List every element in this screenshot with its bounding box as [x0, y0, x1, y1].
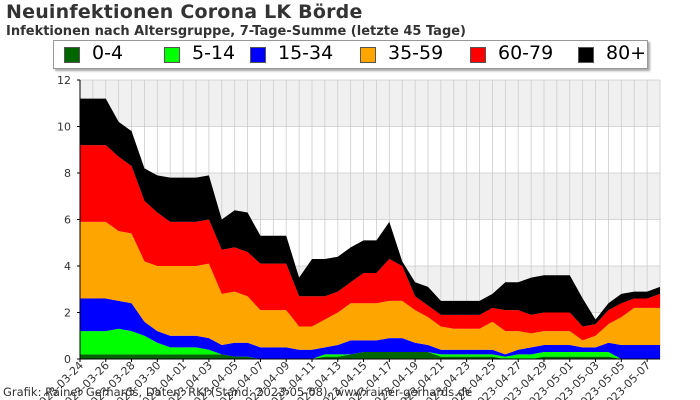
- area-series-5-14: [80, 328, 660, 359]
- area-series-80plus: [80, 98, 660, 327]
- y-tick-label: 4: [64, 260, 71, 273]
- legend-swatch-0-4: [64, 47, 80, 63]
- legend-label-5-14: 5-14: [192, 42, 236, 64]
- legend-label-0-4: 0-4: [92, 42, 124, 64]
- background-band: [80, 80, 660, 127]
- legend-label-15-34: 15-34: [278, 42, 334, 64]
- y-tick-label: 10: [57, 121, 71, 134]
- chart-title: Neuinfektionen Corona LK Börde: [6, 1, 363, 23]
- legend-swatch-15-34: [250, 47, 266, 63]
- legend-label-80plus: 80+: [606, 42, 647, 64]
- chart-subtitle: Infektionen nach Altersgruppe, 7-Tage-Su…: [6, 24, 467, 39]
- legend-swatch-80plus: [578, 47, 594, 63]
- background-band: [80, 126, 660, 173]
- area-series-60-79: [80, 145, 660, 341]
- y-tick-label: 6: [64, 214, 71, 227]
- legend-label-35-59: 35-59: [388, 42, 444, 64]
- legend-swatch-5-14: [164, 47, 180, 63]
- chart-legend: 0-4 5-14 15-34 35-59 60-79 80+: [53, 40, 648, 69]
- credit-line: Grafik: Rainer Gerhards, Daten: RKI (Sta…: [3, 385, 473, 399]
- y-tick-label: 12: [57, 74, 71, 87]
- area-series-15-34: [80, 298, 660, 359]
- y-tick-label: 0: [64, 353, 71, 366]
- area-series-35-59: [80, 221, 660, 355]
- legend-label-60-79: 60-79: [498, 42, 554, 64]
- y-tick-label: 2: [64, 307, 71, 320]
- legend-swatch-35-59: [360, 47, 376, 63]
- y-tick-label: 8: [64, 167, 71, 180]
- area-series-0-4: [80, 352, 660, 359]
- legend-swatch-60-79: [470, 47, 486, 63]
